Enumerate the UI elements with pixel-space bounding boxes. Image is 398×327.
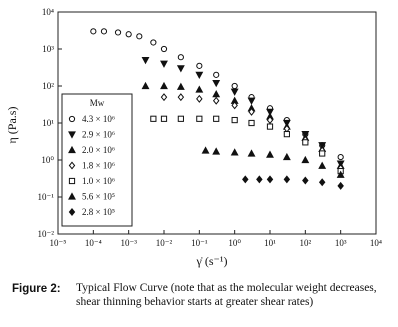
point [266, 123, 274, 130]
point [231, 101, 238, 110]
point [318, 178, 326, 187]
point [100, 28, 108, 35]
point [282, 152, 291, 161]
caption-box: Typical Flow Curve (note that as the mol… [76, 282, 377, 308]
point [68, 131, 76, 139]
point [195, 85, 204, 93]
point [68, 192, 76, 200]
y-tick-label: 10² [42, 81, 54, 91]
point [201, 146, 210, 154]
point [247, 149, 256, 157]
y-tick-label: 10¹ [42, 118, 54, 128]
x-tick-label: 10⁻³ [120, 238, 137, 248]
point [301, 155, 310, 164]
point [230, 88, 239, 96]
point [248, 107, 255, 116]
caption-text: Typical Flow Curve (note that as the mol… [76, 282, 377, 308]
point [302, 139, 309, 146]
y-tick-label: 10³ [42, 44, 54, 54]
y-tick-label: 10⁰ [41, 155, 54, 165]
point [160, 115, 168, 122]
point [176, 82, 185, 90]
point [266, 108, 274, 117]
point [266, 116, 274, 125]
point [160, 93, 168, 102]
legend-label: 5.6 × 10⁵ [82, 192, 115, 202]
point [319, 150, 326, 157]
point [212, 79, 221, 88]
point [177, 54, 184, 61]
point [141, 81, 150, 90]
y-tick-label: 10⁴ [42, 7, 54, 17]
x-tick-label: 10³ [335, 238, 347, 248]
point [136, 33, 143, 40]
point [336, 170, 345, 178]
point [212, 90, 221, 98]
point [212, 147, 221, 155]
x-tick-label: 10⁻⁵ [50, 238, 67, 248]
point [68, 145, 76, 154]
legend-label: 1.8 × 10⁶ [82, 161, 115, 171]
x-tick-label: 10⁻⁴ [85, 238, 102, 248]
legend-label: 2.8 × 10⁵ [82, 207, 115, 217]
x-tick-label: 10² [299, 238, 311, 248]
x-tick-label: 10⁻² [156, 238, 173, 248]
point [177, 93, 185, 102]
x-tick-label: 10⁻¹ [191, 238, 208, 248]
point [195, 71, 204, 80]
point [256, 175, 263, 184]
point [337, 153, 344, 161]
point [68, 177, 76, 185]
legend-label: 4.3 × 10⁶ [82, 114, 115, 124]
point [196, 94, 203, 103]
point [231, 82, 238, 90]
x-axis-label: γ̇ (s⁻¹) [196, 254, 228, 268]
point [242, 175, 249, 184]
y-tick-label: 10⁻² [38, 229, 55, 239]
point [231, 116, 238, 124]
legend-label: 1.0 × 10⁶ [82, 176, 115, 186]
point [337, 181, 344, 190]
point [196, 62, 203, 69]
x-tick-label: 10⁴ [370, 238, 382, 248]
point [176, 65, 185, 73]
point [160, 60, 168, 68]
point [283, 175, 291, 184]
point [68, 115, 76, 123]
point [196, 115, 203, 122]
point [248, 119, 255, 127]
point [177, 115, 184, 122]
point [230, 148, 239, 156]
point [213, 115, 220, 122]
point [302, 176, 309, 185]
point [266, 150, 274, 158]
point [125, 31, 132, 38]
legend-box [61, 93, 133, 227]
point [68, 161, 76, 170]
point [68, 208, 76, 216]
x-tick-label: 10¹ [264, 238, 276, 248]
caption-label: Figure 2: [12, 283, 61, 295]
point [150, 115, 157, 122]
point [318, 161, 327, 169]
point [160, 81, 168, 90]
point [150, 39, 157, 46]
y-tick-label: 10⁻¹ [38, 192, 55, 202]
legend-label: 2.0 × 10⁶ [82, 145, 115, 155]
x-tick-label: 10⁰ [228, 238, 241, 248]
point [266, 175, 274, 184]
point [90, 28, 97, 35]
point [247, 97, 256, 105]
point [114, 29, 122, 36]
point [160, 45, 168, 53]
legend-label: 2.9 × 10⁶ [82, 130, 115, 140]
point [141, 57, 150, 65]
point [283, 131, 290, 138]
y-axis-label: η (Pa.s) [5, 107, 19, 144]
legend-title: Mw [90, 98, 105, 108]
point [212, 96, 220, 105]
point [213, 71, 220, 78]
